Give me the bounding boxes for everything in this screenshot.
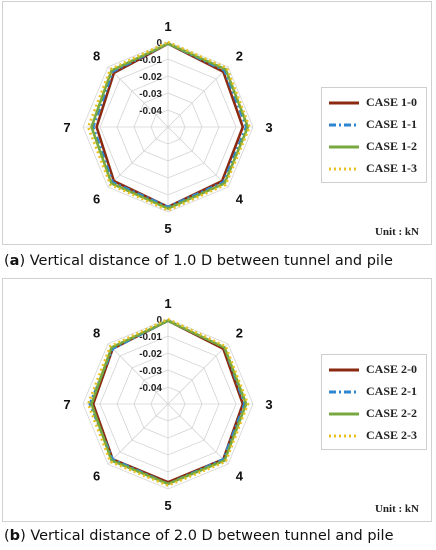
category-label: 5: [164, 221, 171, 236]
radial-tick-label: -0.04: [139, 383, 162, 394]
category-label: 5: [164, 498, 171, 513]
legend-item: CASE 1-1: [328, 116, 426, 134]
legend-item: CASE 1-0: [328, 94, 426, 112]
category-label: 6: [93, 191, 100, 206]
series-line-case-1-3: [86, 40, 251, 212]
category-label: 2: [236, 326, 243, 341]
legend-item: CASE 2-0: [328, 361, 426, 379]
category-label: 4: [236, 468, 244, 483]
radar-chart-b: 0 -0.01 -0.02 -0.03 -0.04 1 2 3 4 5 6 7 8: [63, 296, 272, 513]
series-line-case-2-0: [91, 319, 245, 484]
radial-tick-label: -0.03: [139, 89, 162, 100]
legend-item: CASE 1-3: [328, 160, 426, 178]
category-label: 3: [265, 120, 272, 135]
caption-a: (a) Vertical distance of 1.0 D between t…: [4, 253, 393, 269]
series-line-case-2-2: [90, 319, 248, 486]
category-label: 1: [164, 19, 171, 34]
grid-spoke: [167, 403, 229, 465]
legend-swatch: [329, 434, 359, 438]
grid-spoke: [107, 403, 169, 465]
chart-panel-a: 0 -0.01 -0.02 -0.03 -0.04 1 2 3 4 5 6 7 8 CASE 1-0 CA…: [2, 1, 432, 245]
category-label: 4: [236, 191, 244, 206]
legend-swatch: [329, 123, 359, 127]
legend-item: CASE 2-1: [328, 383, 426, 401]
legend-swatch: [329, 167, 359, 171]
legend-label: CASE 1-2: [366, 139, 418, 153]
legend-swatch: [329, 101, 359, 105]
legend-label: CASE 1-1: [366, 117, 418, 131]
grid-spoke: [107, 126, 169, 188]
unit-label-b: Unit : kN: [374, 503, 419, 515]
legend-swatch: [329, 145, 359, 149]
series-line-case-1-1: [91, 42, 248, 209]
series-line-case-2-3: [86, 317, 250, 487]
grid-spoke: [167, 343, 229, 405]
radial-tick-label: -0.01: [139, 332, 162, 343]
category-label: 1: [164, 296, 171, 311]
radial-tick-label: 0: [156, 38, 162, 49]
radar-chart-a: 0 -0.01 -0.02 -0.03 -0.04 1 2 3 4 5 6 7 8: [63, 19, 272, 236]
legend-b: CASE 2-0 CASE 2-1 CASE 2-2 CASE 2-3: [321, 354, 427, 450]
category-label: 3: [265, 397, 272, 412]
legend-label: CASE 2-3: [366, 428, 418, 442]
legend-a: CASE 1-0 CASE 1-1 CASE 1-2 CASE 1-3: [321, 87, 427, 183]
caption-b-text: Vertical distance of 2.0 D between tunne…: [30, 528, 394, 544]
legend-item: CASE 2-2: [328, 405, 426, 423]
category-label: 7: [63, 120, 70, 135]
category-label: 6: [93, 468, 100, 483]
category-label: 7: [63, 397, 70, 412]
legend-label: CASE 2-1: [366, 384, 418, 398]
radial-tick-label: -0.04: [139, 106, 162, 117]
legend-item: CASE 1-2: [328, 138, 426, 156]
radial-tick-label: 0: [156, 315, 162, 326]
legend-swatch: [329, 390, 359, 394]
legend-label: CASE 1-0: [366, 95, 418, 109]
caption-a-text: Vertical distance of 1.0 D between tunne…: [29, 253, 393, 269]
category-label: 2: [236, 49, 243, 64]
legend-swatch: [329, 368, 359, 372]
grid-spoke: [107, 66, 169, 128]
chart-panel-b: 0 -0.01 -0.02 -0.03 -0.04 1 2 3 4 5 6 7 8 CASE 2-0 CA…: [2, 278, 432, 522]
legend-swatch: [329, 412, 359, 416]
legend-label: CASE 2-2: [366, 406, 418, 420]
category-label: 8: [93, 49, 100, 64]
category-label: 8: [93, 326, 100, 341]
caption-b-letter: b: [9, 528, 21, 544]
grid-spoke: [167, 126, 229, 188]
radial-tick-label: -0.01: [139, 55, 162, 66]
radial-tick-label: -0.02: [139, 349, 162, 360]
caption-b: (b) Vertical distance of 2.0 D between t…: [4, 528, 394, 544]
caption-a-letter: a: [9, 253, 20, 269]
grid-spoke: [167, 66, 229, 128]
legend-label: CASE 1-3: [366, 161, 418, 175]
legend-item: CASE 2-3: [328, 427, 426, 445]
unit-label-a: Unit : kN: [374, 226, 419, 238]
radial-tick-label: -0.02: [139, 72, 162, 83]
radial-tick-label: -0.03: [139, 366, 162, 377]
legend-label: CASE 2-0: [366, 362, 418, 376]
series-line-case-1-2: [90, 42, 250, 210]
grid-spoke: [107, 343, 169, 405]
